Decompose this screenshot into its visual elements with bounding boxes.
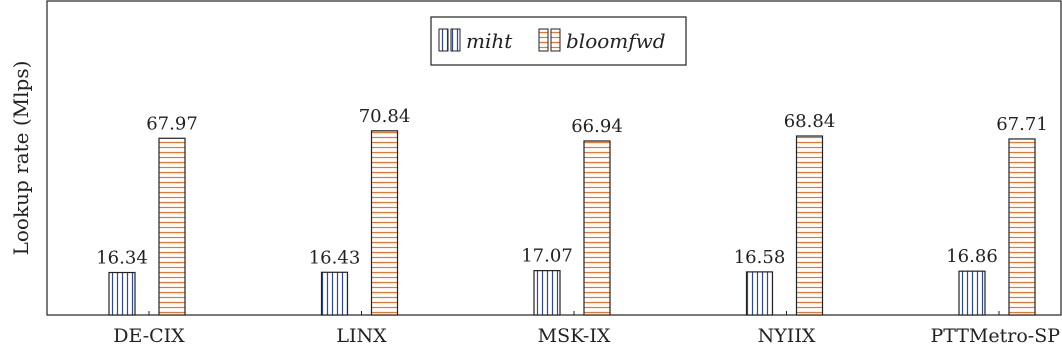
- value-label-bloomfwd-LINX: 70.84: [359, 106, 411, 127]
- value-label-bloomfwd-MSK-IX: 66.94: [571, 116, 623, 137]
- value-label-miht-DE-CIX: 16.34: [96, 248, 148, 269]
- x-tick-label-NYIIX: NYIIX: [758, 325, 816, 347]
- bar-bloomfwd-NYIIX: [795, 135, 824, 316]
- bar-bloomfwd-MSK-IX: [583, 140, 611, 316]
- bar-miht-PTTMetro-SP: [958, 270, 986, 316]
- value-label-bloomfwd-DE-CIX: 67.97: [146, 113, 198, 134]
- legend-swatch-bloomfwd-2: [550, 28, 561, 52]
- chart-marks: 16.34 67.97 DE-CIX 16.43 70.84 LINX 17.07 66.94…: [96, 106, 1060, 347]
- x-tick-label-DE-CIX: DE-CIX: [113, 325, 185, 347]
- legend-swatch-bloomfwd-1: [538, 28, 549, 52]
- bar-bloomfwd-PTTMetro-SP: [1008, 138, 1036, 316]
- value-label-miht-NYIIX: 16.58: [734, 247, 786, 268]
- bar-miht-DE-CIX: [108, 271, 136, 316]
- x-tick-label-MSK-IX: MSK-IX: [538, 325, 611, 347]
- legend: miht bloomfwd: [430, 16, 687, 66]
- legend-swatch-miht-1: [438, 28, 449, 52]
- value-label-miht-PTTMetro-SP: 16.86: [946, 246, 998, 267]
- value-label-miht-MSK-IX: 17.07: [521, 246, 573, 267]
- value-label-bloomfwd-NYIIX: 68.84: [784, 111, 836, 132]
- bar-miht-MSK-IX: [533, 270, 561, 316]
- value-label-miht-LINX: 16.43: [309, 247, 361, 268]
- y-axis-label: Lookup rate (Mlps): [9, 61, 33, 256]
- legend-label-miht: miht: [466, 29, 513, 53]
- bar-bloomfwd-LINX: [370, 130, 399, 316]
- legend-swatch-miht-2: [450, 28, 461, 52]
- x-tick-label-LINX: LINX: [336, 325, 387, 347]
- bar-miht-LINX: [320, 271, 349, 316]
- bar-bloomfwd-DE-CIX: [158, 137, 186, 316]
- bar-miht-NYIIX: [745, 271, 774, 316]
- x-tick-label-PTTMetro-SP: PTTMetro-SP: [930, 325, 1060, 347]
- legend-label-bloomfwd: bloomfwd: [566, 29, 666, 53]
- value-label-bloomfwd-PTTMetro-SP: 67.71: [996, 114, 1048, 135]
- legend-box: [430, 16, 687, 66]
